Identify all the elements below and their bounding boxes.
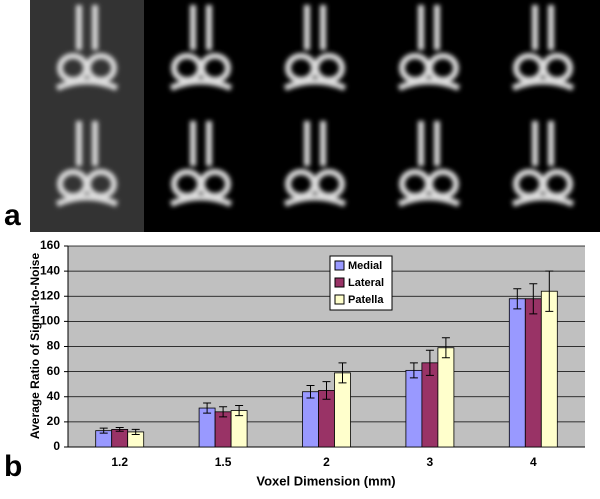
error-bar [99,427,108,434]
error-bar [131,428,140,435]
mri-structure [313,169,345,199]
y-tick-label: 160 [40,238,60,252]
mri-structure [199,169,231,199]
panel-label: b [4,450,22,483]
error-bar [306,384,315,399]
bar [540,290,558,448]
x-tick-label: 4 [530,455,537,469]
legend-swatch [334,277,345,288]
legend-label: Medial [348,260,382,272]
y-tick-label: 140 [40,263,60,277]
mri-structure [427,53,459,83]
y-tick-label: 100 [40,314,60,328]
mri-structure [541,53,573,83]
error-bar [203,402,212,414]
y-tick-label: 80 [47,339,61,353]
bar [437,347,455,448]
error-bar [441,337,450,359]
error-bar [322,381,331,400]
bar [334,372,351,448]
bar [508,298,526,448]
y-tick-label: 40 [47,389,61,403]
legend-swatch [334,294,345,305]
error-bar [115,427,124,432]
mri-structure [397,121,461,207]
error-bar [529,283,538,315]
mri-structure [169,121,233,207]
legend: Medial Lateral Patella [329,255,393,311]
error-bar [219,406,228,418]
mri-structure [511,121,575,207]
mri-structure [85,53,117,83]
error-bar [513,288,522,310]
bar [405,369,423,448]
mri-structure [427,169,459,199]
mri-structure [169,5,233,91]
mri-structure [541,169,573,199]
legend-label: Patella [348,294,384,306]
mri-structure [283,5,347,91]
mri-structure [199,53,231,83]
error-bar [425,349,434,376]
mri-panel [30,0,600,232]
error-bar [338,362,347,384]
legend-label: Lateral [348,277,384,289]
mri-structure [511,5,575,91]
mri-structure [283,121,347,207]
mri-structure [55,5,119,91]
x-tick-label: 2 [323,455,330,469]
bar [111,429,129,448]
error-bar [235,405,244,417]
mri-structure [397,5,461,91]
bar [524,298,542,448]
error-bar [409,362,418,379]
x-axis-label: Voxel Dimension (mm) [256,473,395,488]
x-tick-label: 1.5 [215,455,232,469]
legend-swatch [334,260,345,271]
mri-structure [85,169,117,199]
y-axis-label: Average Ratio of Signal-to-Noise [28,253,42,440]
mri-structure [313,53,345,83]
y-tick-label: 0 [53,439,60,453]
x-tick-label: 3 [427,455,434,469]
mri-structure [55,121,119,207]
bar [302,391,319,448]
panel-label: a [4,199,21,232]
x-tick-label: 1.2 [111,455,128,469]
y-tick-label: 20 [47,414,61,428]
error-bar [545,270,554,312]
bar [198,407,216,448]
y-tick-label: 60 [47,364,61,378]
y-tick-label: 120 [40,288,60,302]
